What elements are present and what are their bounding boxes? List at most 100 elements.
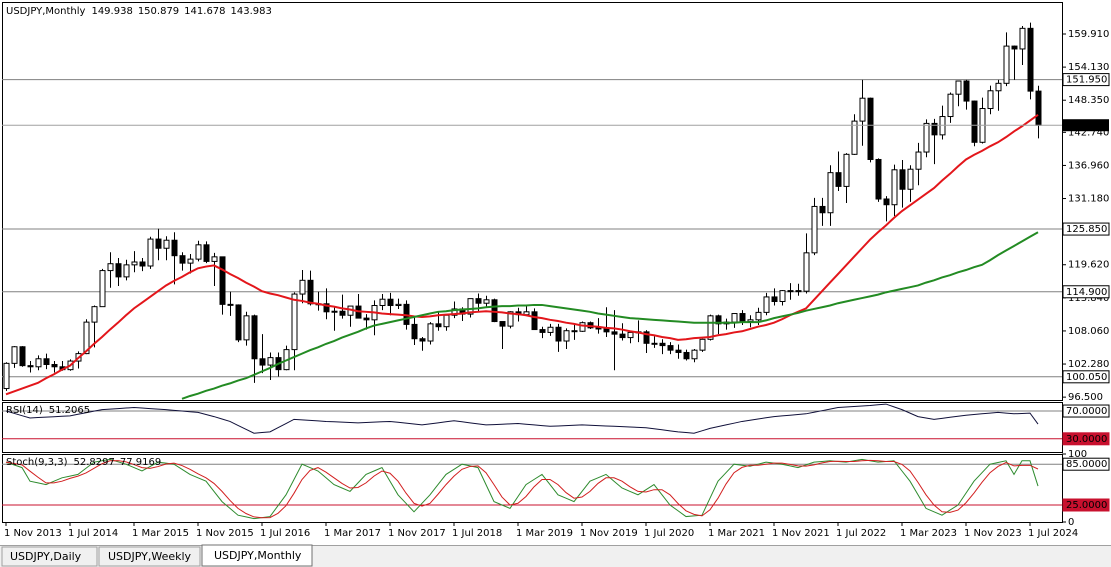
candle-body xyxy=(955,80,962,95)
candle-body xyxy=(827,172,834,214)
candle-body xyxy=(907,168,914,190)
x-tick-label: 1 Nov 2021 xyxy=(772,528,830,539)
candle-body xyxy=(195,244,202,260)
last-price-label: 143.983 xyxy=(1066,120,1107,131)
candle-body xyxy=(891,169,898,206)
candle-body xyxy=(203,244,210,262)
tab-label[interactable]: USDJPY,Weekly xyxy=(108,550,192,563)
candle-body xyxy=(499,321,506,327)
candle-body xyxy=(171,239,178,257)
x-tick-label: 1 Mar 2015 xyxy=(132,528,189,539)
candle-body xyxy=(659,342,666,347)
candle-body xyxy=(563,330,570,342)
tab-frame[interactable] xyxy=(1,546,98,567)
x-tick-label: 1 Jul 2016 xyxy=(260,528,310,539)
candle-body xyxy=(147,238,154,267)
panel-frame xyxy=(2,402,1063,453)
panel-frame xyxy=(2,2,1063,401)
level-tag xyxy=(1062,404,1110,418)
candle-body xyxy=(779,290,786,303)
candle-body xyxy=(811,205,818,254)
candle-body xyxy=(651,342,658,345)
candle-body xyxy=(819,205,826,214)
tab[interactable]: USDJPY,Daily xyxy=(1,546,98,567)
candle-body xyxy=(803,252,810,292)
tab-label[interactable]: USDJPY,Daily xyxy=(10,550,82,563)
candle-body xyxy=(579,322,586,332)
candle-body xyxy=(395,303,402,307)
header-value: 150.879 xyxy=(138,6,179,17)
candle-body xyxy=(795,290,802,293)
moving-average xyxy=(181,231,1039,400)
candle-body xyxy=(691,349,698,360)
candle-body xyxy=(131,261,138,266)
candle-body xyxy=(539,329,546,333)
candle-body xyxy=(43,358,50,365)
candle-body xyxy=(755,311,762,321)
x-tick-label: 1 Jul 2024 xyxy=(1028,528,1078,539)
candle-body xyxy=(323,303,330,313)
indicator-line xyxy=(5,459,1039,519)
y-tick-label: 131.180 xyxy=(1068,194,1109,205)
candle-body xyxy=(243,315,250,341)
tab-label[interactable]: USDJPY,Monthly xyxy=(214,549,302,562)
candle-body xyxy=(451,308,458,316)
candle-body xyxy=(387,298,394,307)
x-tick-label: 1 Mar 2023 xyxy=(900,528,957,539)
level-label: 151.950 xyxy=(1066,75,1107,86)
tab-frame[interactable] xyxy=(98,546,201,567)
candle-body xyxy=(531,311,538,331)
candle-body xyxy=(507,311,514,327)
candle-body xyxy=(235,304,242,341)
candle-body xyxy=(883,198,890,206)
x-tick-label: 1 Nov 2015 xyxy=(196,528,254,539)
candle-body xyxy=(787,290,794,293)
candle-body xyxy=(139,261,146,267)
header-value: 77.9169 xyxy=(120,457,161,468)
x-tick-label: 1 Jul 2014 xyxy=(68,528,118,539)
candle-body xyxy=(219,256,226,305)
candle-body xyxy=(475,298,482,304)
level-tag xyxy=(1062,432,1110,446)
candle-body xyxy=(739,313,746,323)
candle-body xyxy=(251,315,258,360)
x-tick-label: 1 Mar 2019 xyxy=(516,528,573,539)
x-tick-label: 1 Jul 2020 xyxy=(644,528,694,539)
x-tick-label: 1 Mar 2017 xyxy=(324,528,381,539)
header-value: 51.2065 xyxy=(49,405,90,416)
candle-body xyxy=(963,80,970,102)
level-tag xyxy=(1062,498,1110,512)
y-tick-label: 100 xyxy=(1068,449,1087,460)
candle-body xyxy=(115,263,122,278)
panel-title: Stoch(9,3,3) xyxy=(6,457,68,468)
candle-body xyxy=(627,331,634,339)
candle-body xyxy=(3,362,10,390)
candle-body xyxy=(771,296,778,303)
y-tick-label: 102.280 xyxy=(1068,359,1109,370)
header-value: 52.8297 xyxy=(73,457,114,468)
candle-body xyxy=(763,296,770,313)
panel-frame xyxy=(2,454,1063,523)
indicator-line xyxy=(5,403,1039,434)
y-tick-label: 96.500 xyxy=(1068,392,1103,403)
y-tick-label: 108.060 xyxy=(1068,326,1109,337)
tab[interactable]: USDJPY,Weekly xyxy=(98,546,201,567)
candle-body xyxy=(187,258,194,264)
tab-frame[interactable] xyxy=(201,544,313,567)
tab[interactable]: USDJPY,Monthly xyxy=(201,544,313,567)
candle-body xyxy=(1011,45,1018,50)
y-tick-label: 142.740 xyxy=(1068,127,1109,138)
candle-body xyxy=(1019,27,1026,50)
level-tag xyxy=(1062,370,1110,384)
candle-body xyxy=(611,331,618,335)
candle-body xyxy=(715,315,722,325)
candle-body xyxy=(339,310,346,316)
last-price-tag xyxy=(1063,119,1109,132)
x-tick-label: 1 Jul 2022 xyxy=(836,528,886,539)
candle-body xyxy=(363,317,370,321)
level-label: 125.850 xyxy=(1066,224,1107,235)
candle-body xyxy=(163,239,170,249)
candle-body xyxy=(947,93,954,118)
candle-body xyxy=(915,151,922,170)
y-tick-label: 154.130 xyxy=(1068,62,1109,73)
